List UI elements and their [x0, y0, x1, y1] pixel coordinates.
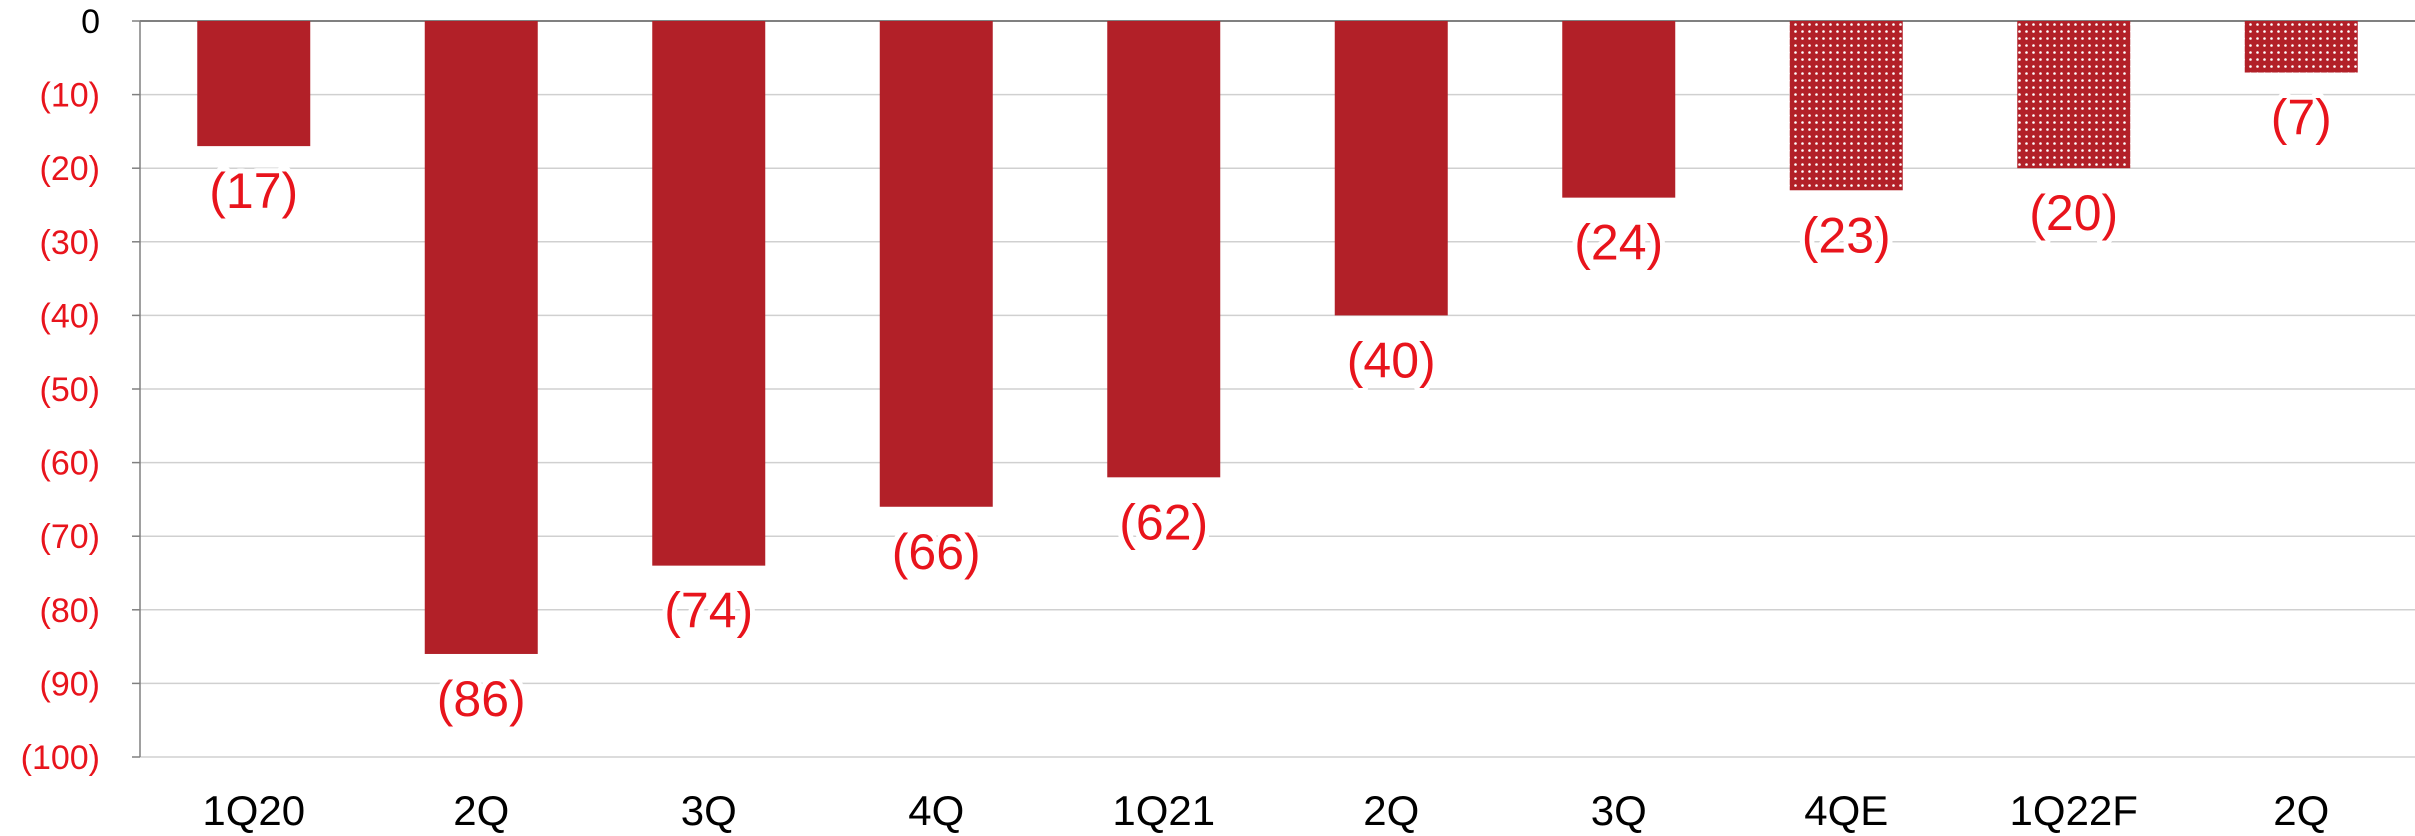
x-tick-label: 2Q [1363, 787, 1419, 834]
data-label: (24) [1574, 215, 1663, 271]
bar [1789, 21, 1903, 191]
y-tick-label: (20) [40, 150, 100, 188]
y-tick-label: (10) [40, 77, 100, 115]
bar [2017, 21, 2131, 169]
y-tick-label: (90) [40, 665, 100, 703]
bar [1334, 21, 1448, 316]
bar [1107, 21, 1221, 478]
bar [424, 21, 538, 654]
bars [197, 21, 2358, 654]
data-label: (23) [1802, 207, 1891, 263]
x-tick-label: 1Q22F [2010, 787, 2138, 834]
x-tick-label: 2Q [453, 787, 509, 834]
data-label: (74) [664, 583, 753, 639]
x-tick-label: 4QE [1804, 787, 1888, 834]
y-tick-label: (70) [40, 518, 100, 556]
x-tick-label: 3Q [681, 787, 737, 834]
bar [1562, 21, 1676, 198]
x-tick-label: 1Q21 [1112, 787, 1215, 834]
y-tick-label: (30) [40, 224, 100, 262]
x-axis-tick-labels: 1Q20 2Q 3Q 4Q 1Q21 2Q 3Q 4QE 1Q22F 2Q [202, 787, 2329, 834]
x-tick-label: 2Q [2273, 787, 2329, 834]
data-label: (7) [2271, 90, 2332, 146]
y-tick-label: (100) [21, 739, 100, 777]
y-tick-label: 0 [81, 3, 100, 41]
data-label: (62) [1119, 494, 1208, 550]
data-labels: (17) (86) (74) (66) (62) (40) (24) (23) (20) (7) [204, 85, 2337, 732]
y-tick-label: (60) [40, 445, 100, 483]
y-axis: 0 (10) (20) (30) (40) (50) (60) (70) (80) (90) (10… [21, 3, 141, 777]
x-tick-label: 3Q [1591, 787, 1647, 834]
data-label: (66) [892, 524, 981, 580]
bar [2244, 21, 2358, 73]
x-tick-label: 1Q20 [202, 787, 305, 834]
data-label: (17) [209, 163, 298, 219]
y-tick-label: (40) [40, 297, 100, 335]
data-label: (86) [437, 671, 526, 727]
y-tick-label: (50) [40, 371, 100, 409]
x-tick-label: 4Q [908, 787, 964, 834]
y-tick-label: (80) [40, 592, 100, 630]
bar [879, 21, 993, 507]
data-label: (20) [2029, 185, 2118, 241]
bar [197, 21, 311, 147]
bar [652, 21, 766, 566]
data-label: (40) [1347, 332, 1436, 388]
